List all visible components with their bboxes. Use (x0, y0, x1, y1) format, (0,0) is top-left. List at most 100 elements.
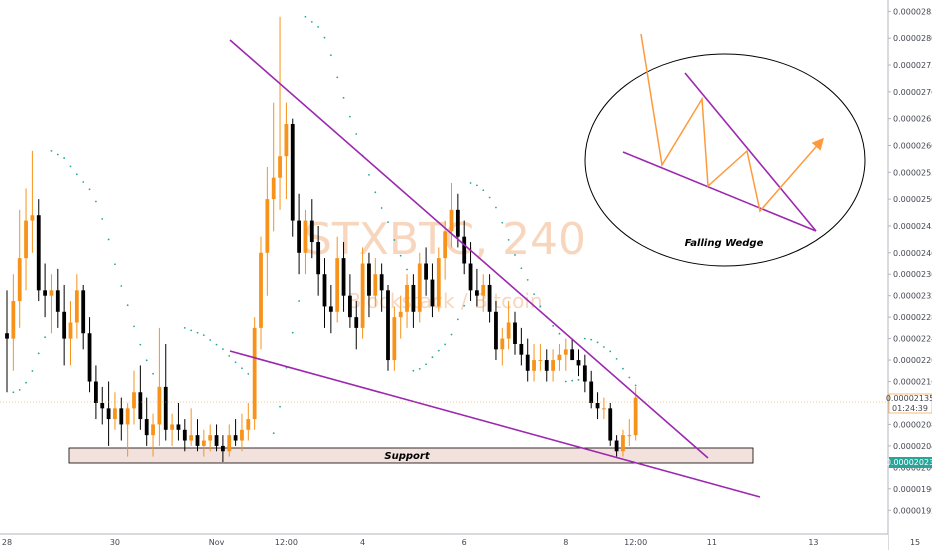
psar-dot (393, 239, 396, 241)
candle-body (436, 258, 441, 307)
falling-wedge-illustration: Falling Wedge (584, 33, 866, 267)
psar-dot (456, 318, 459, 321)
y-tick-label: 0.00002700 (893, 88, 932, 97)
psar-dot (222, 348, 224, 351)
psar-dot (247, 372, 250, 375)
last-price-label: 0.00002135 (886, 394, 932, 403)
candle-body (367, 263, 371, 296)
psar-dot (12, 391, 15, 394)
wedge-illustration-ellipse (584, 53, 866, 267)
psar-dot (520, 267, 523, 270)
psar-dot (552, 325, 554, 327)
psar-dot (18, 388, 21, 391)
candle-body (233, 435, 238, 441)
parabolic-sar-dots (12, 15, 637, 463)
psar-dot (425, 363, 427, 366)
candle-body (455, 209, 460, 237)
y-tick-label: 0.00001960 (893, 485, 932, 494)
psar-dot (380, 207, 383, 209)
candle-body (373, 274, 378, 296)
candle-body (201, 440, 206, 446)
psar-dot (31, 370, 34, 372)
psar-dot (279, 405, 281, 408)
psar-dot (469, 182, 472, 184)
psar-dot (215, 343, 218, 346)
candle-body (151, 424, 155, 436)
psar-dot (412, 369, 415, 372)
candle-body (443, 231, 448, 259)
watermark-name: Blockstack / Bitcoin (347, 289, 542, 313)
x-tick-label: 12:00 (624, 538, 647, 547)
psar-dot (374, 191, 377, 194)
psar-dot (622, 367, 624, 370)
candle-body (379, 274, 384, 291)
candle-body (303, 220, 308, 253)
candle-body (405, 284, 409, 312)
psar-dot (507, 238, 510, 241)
candle-body (24, 220, 28, 259)
x-tick-label: 12:00 (275, 538, 298, 547)
candle-body (595, 402, 600, 409)
candle-body (87, 333, 92, 382)
candle-body (30, 215, 35, 221)
psar-dot (114, 263, 116, 266)
x-tick-label: 4 (360, 538, 365, 547)
candle-body (348, 295, 352, 318)
psar-dot (590, 338, 593, 341)
psar-dot (145, 359, 148, 362)
psar-dot (44, 336, 46, 339)
candle-body (398, 311, 403, 318)
bar-countdown: 01:24:39 (892, 404, 928, 413)
psar-dot (564, 380, 567, 383)
candle-body (608, 408, 613, 441)
candle-body (633, 397, 638, 436)
psar-dot (310, 20, 313, 23)
psar-dot (526, 278, 529, 281)
psar-dot (190, 329, 193, 332)
time-axis-bg (0, 534, 888, 550)
candle-body (182, 429, 187, 441)
candle-body (284, 124, 289, 157)
psar-dot (336, 76, 339, 79)
psar-dot (63, 157, 66, 159)
candle-body (49, 290, 54, 296)
candlesticks (5, 16, 638, 462)
illustration-breakout-arrow (779, 137, 824, 189)
psar-dot (304, 15, 307, 18)
psar-dot (558, 332, 561, 335)
candle-body (259, 252, 263, 328)
psar-dot (368, 173, 370, 176)
psar-dot (482, 189, 485, 192)
candle-body (297, 220, 301, 253)
x-tick-label: 11 (707, 538, 717, 547)
y-tick-label: 0.00002500 (893, 195, 932, 204)
candle-body (62, 311, 67, 339)
candle-body (189, 435, 194, 441)
psar-dot (272, 432, 275, 435)
candle-body (614, 440, 619, 452)
candle-body (246, 419, 251, 430)
candle-body (544, 360, 549, 371)
candle-body (144, 419, 149, 436)
y-tick-label: 0.00002650 (893, 115, 932, 124)
candle-body (417, 263, 422, 312)
candle-body (138, 392, 143, 420)
wedge-lower-trendline (229, 350, 761, 498)
candle-body (55, 290, 60, 312)
illustration-price-path (640, 33, 781, 213)
y-tick-label: 0.00002360 (893, 270, 932, 279)
x-tick-label: 8 (563, 538, 568, 547)
candle-body (525, 354, 530, 371)
candle-body (411, 284, 416, 312)
candle-body (582, 365, 587, 382)
psar-dot (387, 221, 389, 224)
candle-body (500, 338, 505, 350)
candle-body (81, 290, 86, 334)
candle-body (360, 263, 365, 328)
psar-dot (37, 352, 40, 355)
psar-dot (25, 381, 27, 384)
psar-dot (209, 339, 212, 341)
psar-dot (463, 304, 466, 307)
low-price-pill (889, 457, 932, 468)
candle-body (290, 124, 295, 221)
